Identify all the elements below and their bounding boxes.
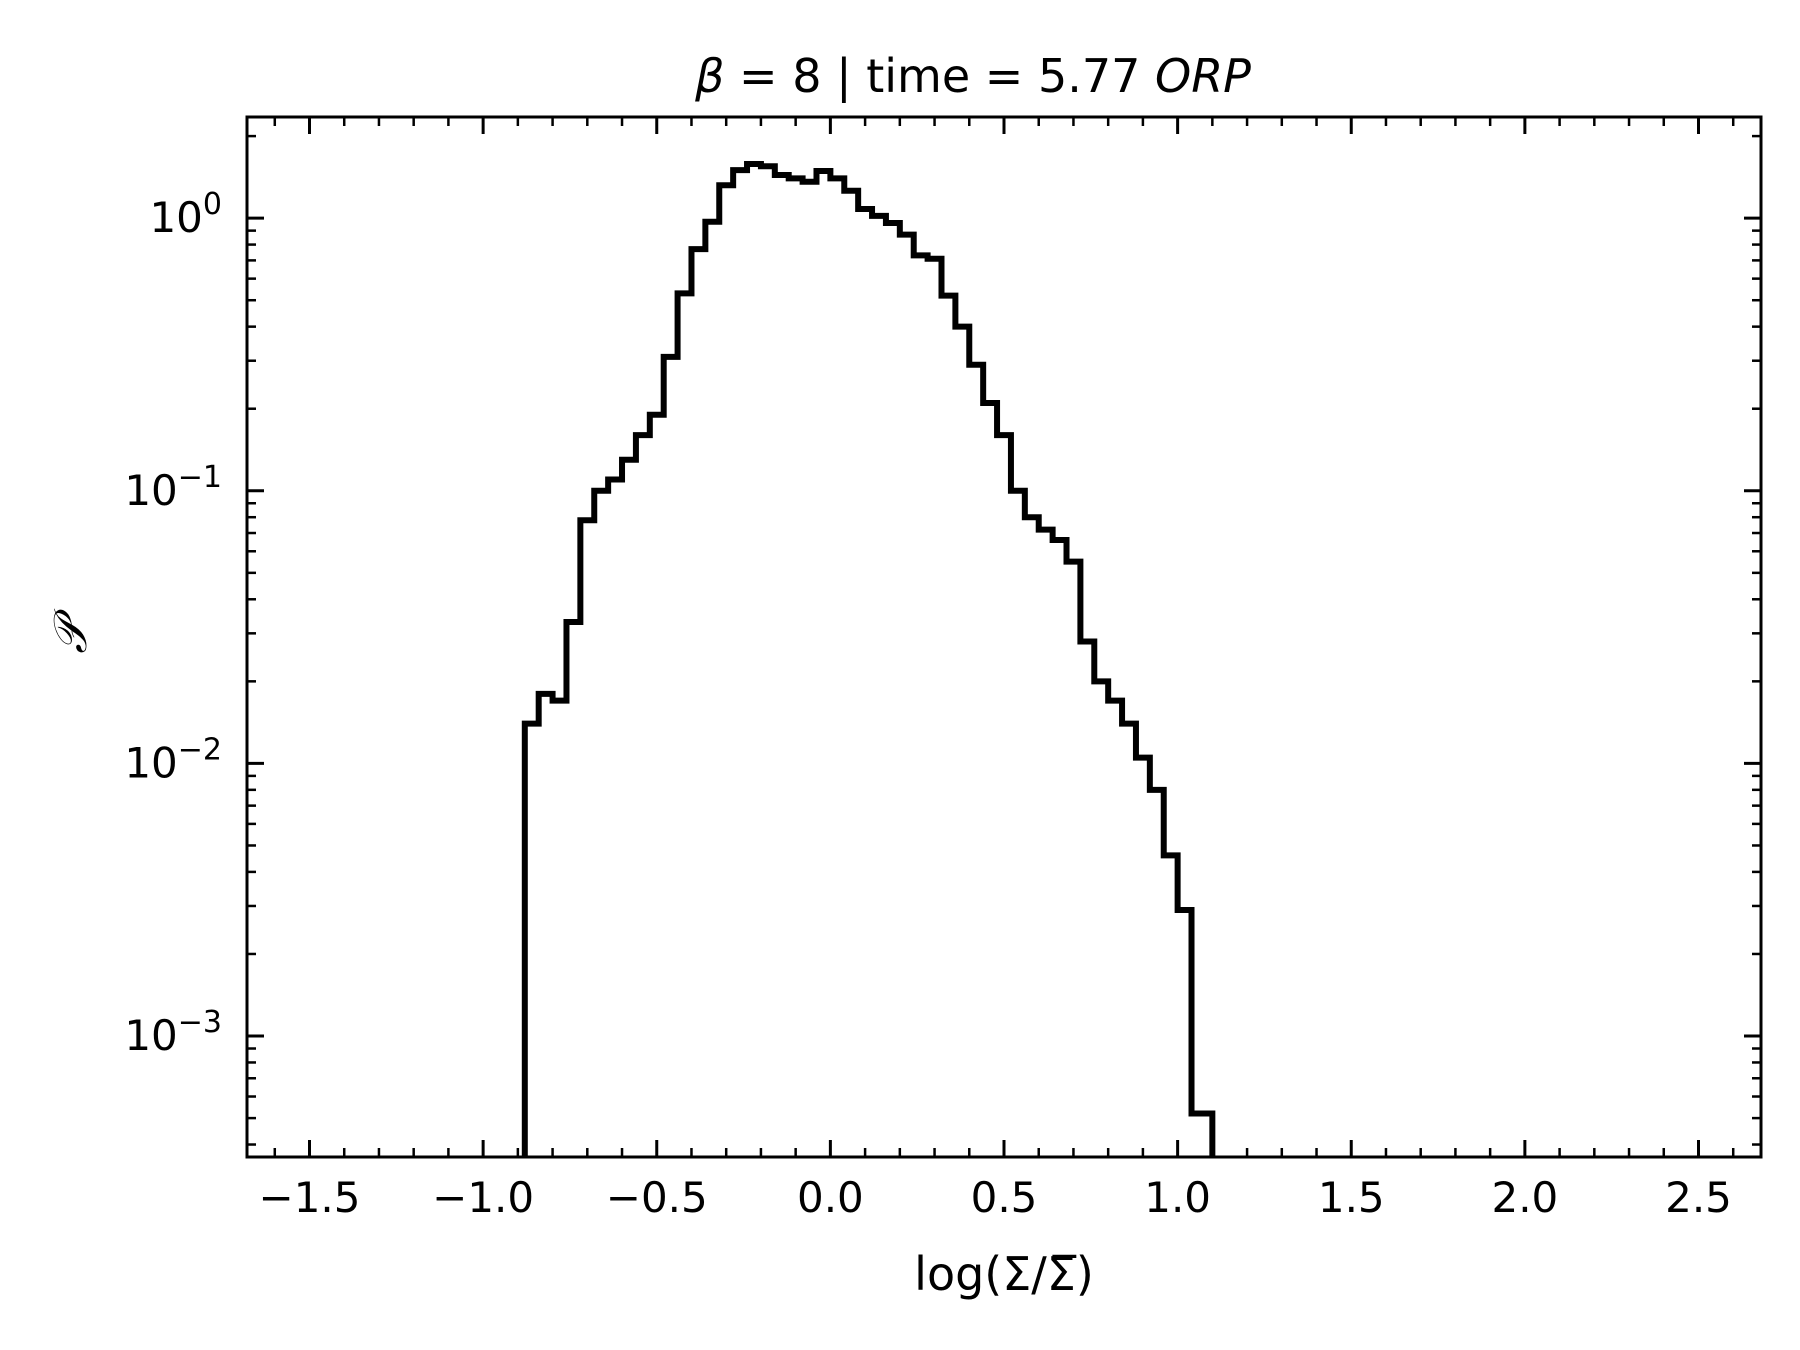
histogram-series-line (521, 161, 1216, 1157)
title-beta-symbol: β (694, 49, 724, 103)
x-tick-label: −0.5 (606, 1173, 708, 1222)
x-tick-label: 0.0 (797, 1173, 864, 1222)
y-tick-label: 10−3 (124, 1005, 222, 1060)
x-tick-label: −1.0 (432, 1173, 534, 1222)
y-tick-label: 100 (149, 187, 222, 242)
x-tick-labels: −1.5 −1.0 −0.5 0.0 0.5 1.0 1.5 2.0 2.5 (259, 1173, 1732, 1222)
x-axis-label: log(Σ/Σ̅) (914, 1247, 1094, 1301)
chart-title: β = 8 | time = 5.77 ORP (694, 49, 1251, 104)
y-tick-label: 10−1 (124, 460, 222, 515)
plot-frame (245, 115, 1763, 1159)
y-tick-label: 10−2 (124, 732, 222, 787)
x-tick-label: 2.0 (1491, 1173, 1558, 1222)
y-tick-labels: 100 10−1 10−2 10−3 (124, 187, 222, 1060)
title-unit: ORP (1155, 49, 1251, 103)
x-tick-label: 2.5 (1665, 1173, 1732, 1222)
x-tick-label: 1.0 (1144, 1173, 1211, 1222)
x-tick-label: 0.5 (971, 1173, 1038, 1222)
title-middle: = 8 | time = 5.77 (724, 49, 1155, 104)
x-tick-label: −1.5 (259, 1173, 361, 1222)
x-tick-label: 1.5 (1318, 1173, 1385, 1222)
